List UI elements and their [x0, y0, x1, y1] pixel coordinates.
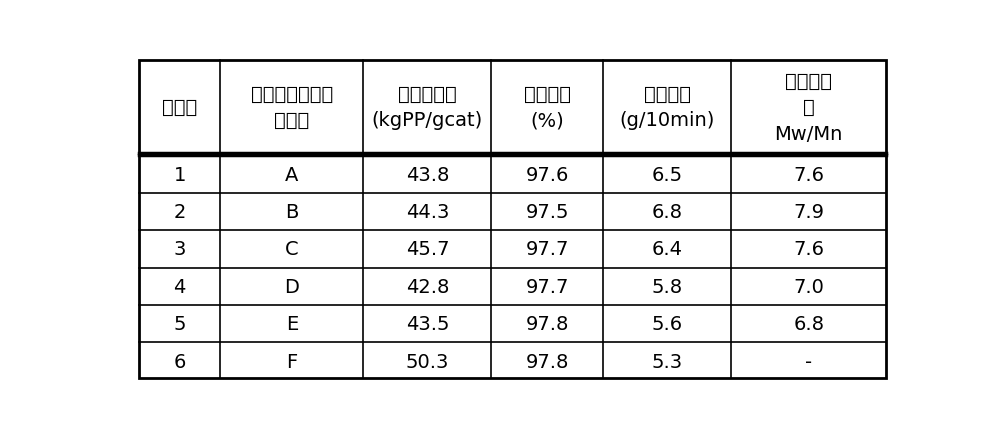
Text: 4: 4	[173, 277, 186, 296]
Text: 7.6: 7.6	[793, 165, 824, 184]
Text: 5.3: 5.3	[652, 352, 683, 371]
Text: 7.9: 7.9	[793, 203, 824, 221]
Text: D: D	[284, 277, 299, 296]
Text: 7.0: 7.0	[793, 277, 824, 296]
Text: 5.6: 5.6	[652, 315, 683, 333]
Text: 3: 3	[173, 240, 186, 259]
Text: 6.5: 6.5	[652, 165, 683, 184]
Text: 5: 5	[173, 315, 186, 333]
Text: 97.7: 97.7	[526, 277, 569, 296]
Text: 43.5: 43.5	[406, 315, 449, 333]
Text: 44.3: 44.3	[406, 203, 449, 221]
Text: -: -	[805, 352, 812, 371]
Text: 熔融指数
(g/10min): 熔融指数 (g/10min)	[620, 85, 715, 130]
Text: 7.6: 7.6	[793, 240, 824, 259]
Text: 97.6: 97.6	[526, 165, 569, 184]
Text: 6.8: 6.8	[652, 203, 683, 221]
Text: 45.7: 45.7	[406, 240, 449, 259]
Text: 6.4: 6.4	[652, 240, 683, 259]
Text: 2: 2	[173, 203, 186, 221]
Text: 50.3: 50.3	[406, 352, 449, 371]
Text: 42.8: 42.8	[406, 277, 449, 296]
Text: 97.8: 97.8	[526, 352, 569, 371]
Text: 等规指数
(%): 等规指数 (%)	[524, 85, 571, 130]
Text: 催化剂活性
(kgPP/gcat): 催化剂活性 (kgPP/gcat)	[372, 85, 483, 130]
Text: 分子量分
布
Mw/Mn: 分子量分 布 Mw/Mn	[774, 71, 843, 143]
Text: 1: 1	[173, 165, 186, 184]
Text: C: C	[285, 240, 299, 259]
Text: 5.8: 5.8	[652, 277, 683, 296]
Text: 实施例: 实施例	[162, 98, 197, 117]
Text: 43.8: 43.8	[406, 165, 449, 184]
Text: E: E	[286, 315, 298, 333]
Text: 6.8: 6.8	[793, 315, 824, 333]
Text: 97.8: 97.8	[526, 315, 569, 333]
Text: A: A	[285, 165, 299, 184]
Text: F: F	[286, 352, 297, 371]
Text: 复配内给电子体
化合物: 复配内给电子体 化合物	[251, 85, 333, 130]
Text: B: B	[285, 203, 299, 221]
Text: 97.7: 97.7	[526, 240, 569, 259]
Text: 97.5: 97.5	[526, 203, 569, 221]
Text: 6: 6	[173, 352, 186, 371]
